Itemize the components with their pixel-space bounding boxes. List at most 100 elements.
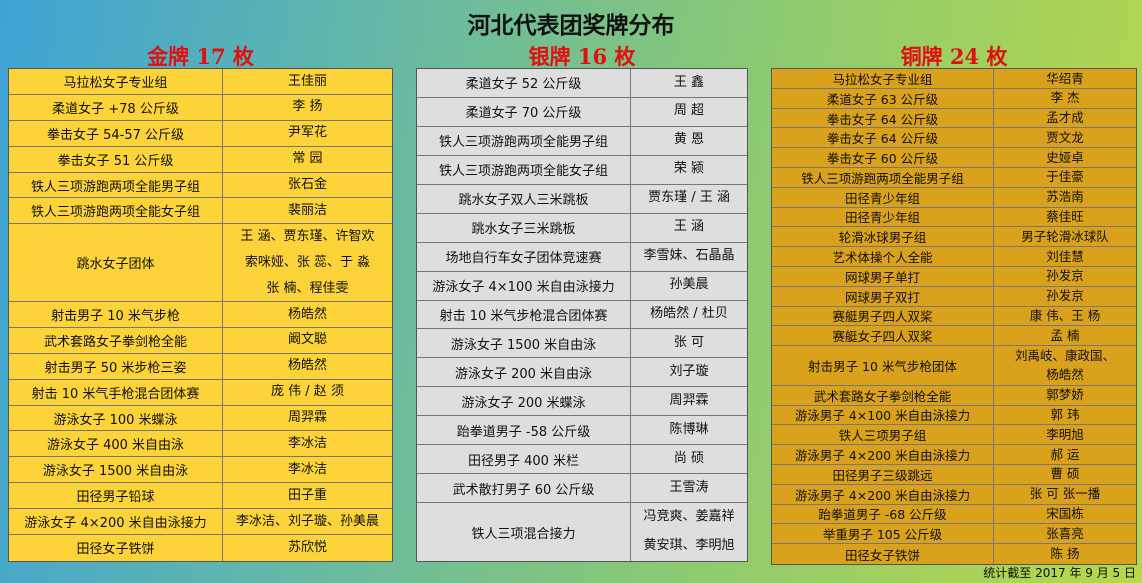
athlete-line: 孙美晨	[669, 277, 709, 293]
athlete-cell: 杨皓然 / 杜贝	[631, 301, 747, 329]
event-cell: 射击男子 10 米气步枪团体	[772, 346, 994, 385]
event-cell: 拳击女子 64 公斤级	[772, 108, 994, 128]
table-row: 马拉松女子专业组 王佳丽	[9, 69, 392, 95]
athlete-line: 刘禹岐、康政国、	[1014, 347, 1115, 363]
event-cell: 柔道女子 52 公斤级	[417, 69, 631, 97]
athlete-line: 李雪妹、石晶晶	[643, 248, 735, 264]
athlete-cell: 男子轮滑冰球队	[994, 227, 1136, 246]
event-cell: 铁人三项混合接力	[417, 503, 631, 561]
athlete-cell: 于佳豪	[994, 168, 1136, 187]
table-row: 柔道女子 63 公斤级 李 杰	[772, 88, 1136, 109]
event-cell: 游泳男子 4×200 米自由泳接力	[772, 484, 994, 504]
athlete-cell: 刘子璇	[631, 358, 747, 386]
athlete-cell: 苏浩南	[994, 188, 1136, 207]
table-row: 游泳女子 4×100 米自由泳接力 孙美晨	[417, 271, 747, 301]
athlete-line: 苏浩南	[1046, 189, 1084, 205]
athlete-line: 黄安琪、李明旭	[643, 538, 735, 553]
table-row: 举重男子 105 公斤级 张喜亮	[772, 524, 1136, 545]
athlete-cell: 孙发京	[994, 267, 1136, 286]
athlete-cell: 杨皓然	[223, 302, 392, 327]
table-row: 赛艇男子四人双桨 康 伟、王 杨	[772, 306, 1136, 327]
athlete-line: 杨皓然	[287, 306, 327, 322]
table-row: 铁人三项游跑两项全能男子组 张石金	[9, 172, 392, 199]
event-cell: 铁人三项游跑两项全能女子组	[9, 198, 223, 224]
table-row: 游泳男子 4×200 米自由泳接力 张 可 张一播	[772, 484, 1136, 505]
table-row: 游泳女子 400 米自由泳 李冰洁	[9, 431, 392, 458]
event-cell: 田径女子铁饼	[9, 535, 223, 561]
table-row: 拳击女子 51 公斤级 常 园	[9, 146, 392, 173]
athlete-line: 王雪涛	[669, 479, 709, 495]
athlete-cell: 李冰洁	[223, 431, 392, 456]
table-row: 射击 10 米气手枪混合团体赛 庞 伟 / 赵 须	[9, 379, 392, 406]
event-cell: 射击 10 米气步枪混合团体赛	[417, 300, 631, 329]
table-row: 网球男子双打 孙发京	[772, 286, 1136, 307]
event-cell: 游泳女子 400 米自由泳	[9, 431, 223, 457]
event-cell: 网球男子单打	[772, 266, 994, 286]
athlete-cell: 刘佳慧	[994, 247, 1136, 266]
athlete-line: 周羿霖	[287, 410, 327, 426]
athlete-cell: 荣 颍	[631, 156, 747, 184]
athlete-line: 男子轮滑冰球队	[1021, 228, 1109, 244]
athlete-cell: 李冰洁	[223, 457, 392, 482]
athlete-cell: 阚文聪	[223, 328, 392, 353]
athlete-cell: 王佳丽	[223, 69, 392, 94]
event-cell: 田径男子铅球	[9, 483, 223, 509]
table-row: 铁人三项游跑两项全能女子组 裴丽洁	[9, 198, 392, 225]
footer-note: 统计截至 2017 年 9 月 5 日	[983, 566, 1136, 580]
athlete-line: 索咪娅、张 蕊、于 淼	[244, 254, 371, 270]
athlete-line: 陈 扬	[1050, 546, 1080, 562]
athlete-cell: 尚 硕	[631, 445, 747, 473]
athlete-cell: 陈 扬	[994, 544, 1136, 564]
athlete-cell: 宋国栋	[994, 505, 1136, 524]
table-row: 武术套路女子拳剑枪全能 郭梦娇	[772, 385, 1136, 406]
event-cell: 田径男子三级跳远	[772, 464, 994, 484]
table-row: 铁人三项混合接力 冯竞爽、姜嘉祥 黄安琪、李明旭	[417, 503, 747, 561]
athlete-line: 张 楠、程佳雯	[266, 280, 349, 296]
athlete-line: 刘子璇	[669, 363, 709, 379]
event-cell: 游泳女子 1500 米自由泳	[417, 329, 631, 358]
athlete-line: 李冰洁	[287, 461, 327, 477]
medal-heading: 金牌 17 枚	[147, 44, 254, 69]
athlete-line: 贾东瑾 / 王 涵	[648, 190, 730, 206]
table-row: 跆拳道男子 -68 公斤级 宋国栋	[772, 504, 1136, 525]
table-row: 马拉松女子专业组 华绍青	[772, 69, 1136, 89]
athlete-cell: 周羿霖	[631, 387, 747, 415]
athlete-cell: 王 涵、贾东瑾、许智欢 索咪娅、张 蕊、于 淼张 楠、程佳雯	[223, 224, 392, 301]
athlete-line: 庞 伟 / 赵 须	[271, 384, 344, 400]
athlete-cell: 贾文龙	[994, 128, 1136, 147]
athlete-cell: 尹军花	[223, 121, 392, 146]
athlete-line: 于佳豪	[1046, 169, 1084, 185]
athlete-cell: 郭 玮	[994, 406, 1136, 425]
event-cell: 武术套路女子拳剑枪全能	[9, 327, 223, 353]
event-cell: 铁人三项游跑两项全能男子组	[9, 172, 223, 198]
event-cell: 武术套路女子拳剑枪全能	[772, 385, 994, 405]
athlete-cell: 孟才成	[994, 109, 1136, 128]
event-cell: 游泳女子 200 米蝶泳	[417, 387, 631, 416]
athlete-cell: 张喜亮	[994, 524, 1136, 543]
event-cell: 拳击女子 60 公斤级	[772, 148, 994, 167]
event-cell: 游泳女子 100 米蝶泳	[9, 405, 223, 431]
athlete-cell: 史娅卓	[994, 148, 1136, 167]
event-cell: 拳击女子 54-57 公斤级	[9, 120, 223, 146]
athlete-line: 王 鑫	[673, 74, 705, 90]
event-cell: 跳水女子双人三米跳板	[417, 184, 631, 213]
table-row: 拳击女子 64 公斤级 贾文龙	[772, 128, 1136, 149]
event-cell: 柔道女子 63 公斤级	[772, 88, 994, 108]
table-row: 铁人三项游跑两项全能女子组 荣 颍	[417, 155, 747, 185]
event-cell: 场地自行车女子团体竞速赛	[417, 242, 631, 271]
athlete-cell: 李 扬	[223, 95, 392, 120]
table-row: 拳击女子 54-57 公斤级 尹军花	[9, 120, 392, 147]
event-cell: 拳击女子 51 公斤级	[9, 146, 223, 172]
event-cell: 艺术体操个人全能	[772, 247, 994, 266]
event-cell: 田径男子 400 米栏	[417, 445, 631, 474]
event-cell: 田径青少年组	[772, 187, 994, 207]
athlete-line: 史娅卓	[1046, 149, 1084, 165]
event-cell: 田径青少年组	[772, 207, 994, 227]
athlete-cell: 贾东瑾 / 王 涵	[631, 185, 747, 213]
table-row: 田径青少年组 蔡佳旺	[772, 207, 1136, 228]
event-cell: 轮滑冰球男子组	[772, 227, 994, 247]
medal-table: 柔道女子 52 公斤级 王 鑫柔道女子 70 公斤级 周 超铁人三项游跑两项全能男子…	[416, 68, 748, 562]
athlete-cell: 黄 恩	[631, 127, 747, 155]
table-row: 艺术体操个人全能 刘佳慧	[772, 247, 1136, 267]
athlete-line: 李明旭	[1046, 426, 1084, 442]
